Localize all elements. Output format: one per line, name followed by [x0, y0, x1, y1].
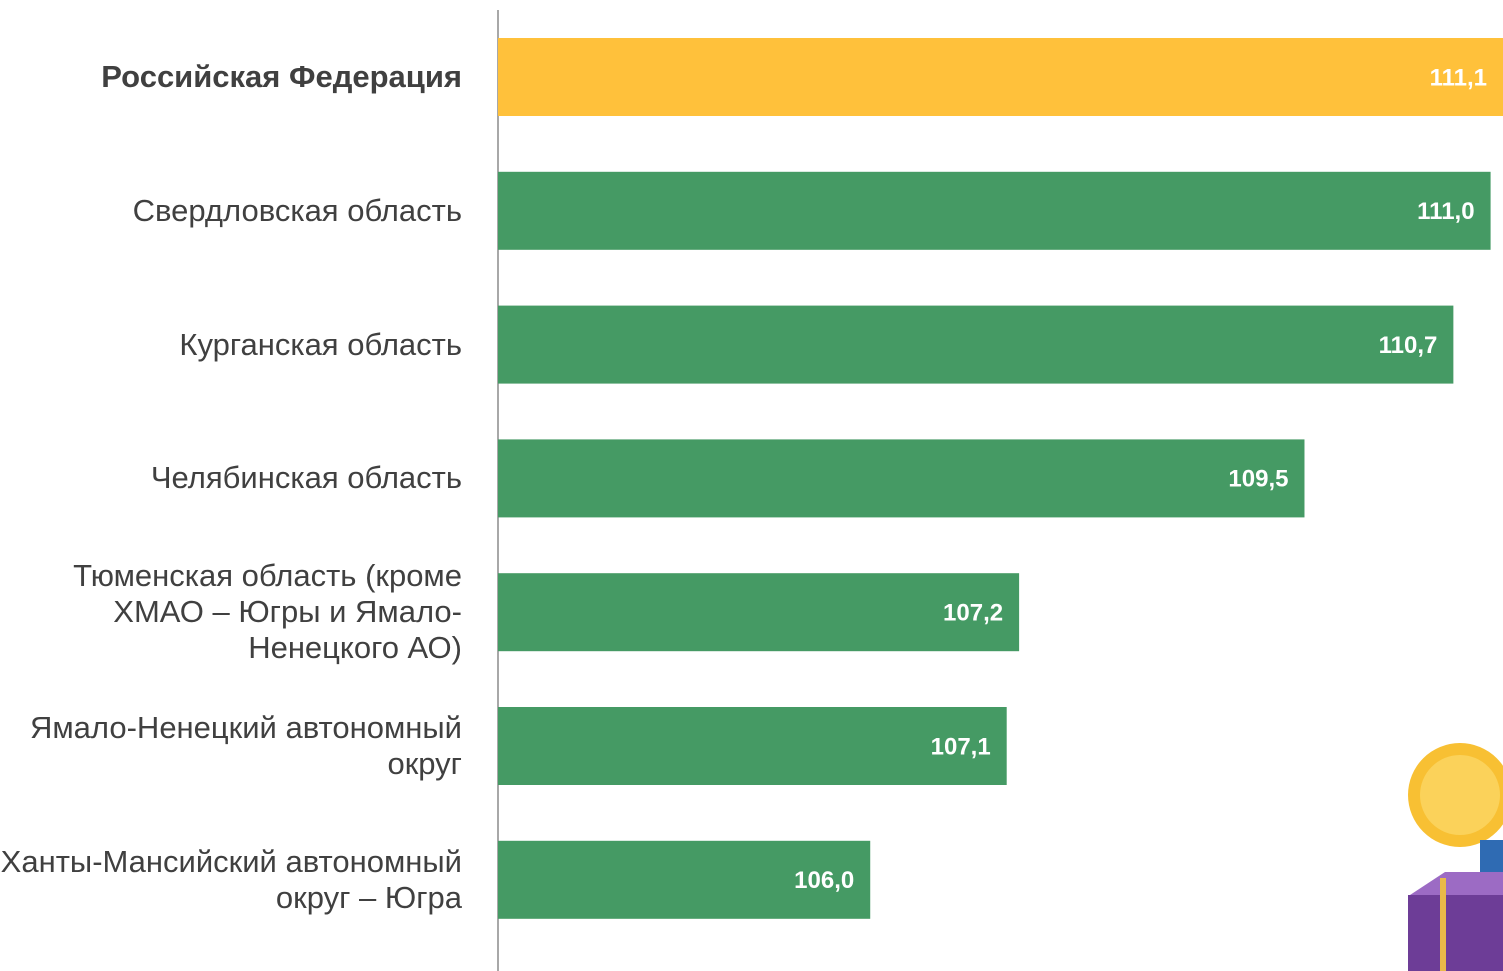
category-label: Курганская область	[179, 326, 462, 362]
value-label: 111,0	[1417, 198, 1474, 225]
category-label: Тюменская область (кроме ХМАО – Югры и Я…	[73, 558, 462, 666]
value-label: 111,1	[1430, 64, 1487, 91]
category-label: Российская Федерация	[101, 59, 462, 94]
category-label: Ханты-Мансийский автономный округ – Югра	[0, 843, 462, 915]
bar	[498, 573, 1020, 652]
decoration	[1408, 743, 1503, 971]
bar	[498, 707, 1007, 785]
bar	[498, 38, 1503, 116]
value-label: 109,5	[1228, 466, 1288, 493]
bar	[498, 439, 1305, 518]
bar	[498, 171, 1491, 250]
value-label: 107,2	[943, 600, 1003, 627]
bar	[498, 305, 1454, 384]
category-label: Челябинская область	[150, 460, 462, 496]
value-label: 107,1	[931, 733, 991, 760]
value-label: 110,7	[1379, 332, 1438, 359]
value-label: 106,0	[794, 867, 854, 894]
bar	[498, 840, 871, 919]
category-label: Ямало-Ненецкий автономный округ	[29, 710, 462, 781]
category-label: Свердловская область	[132, 192, 462, 228]
